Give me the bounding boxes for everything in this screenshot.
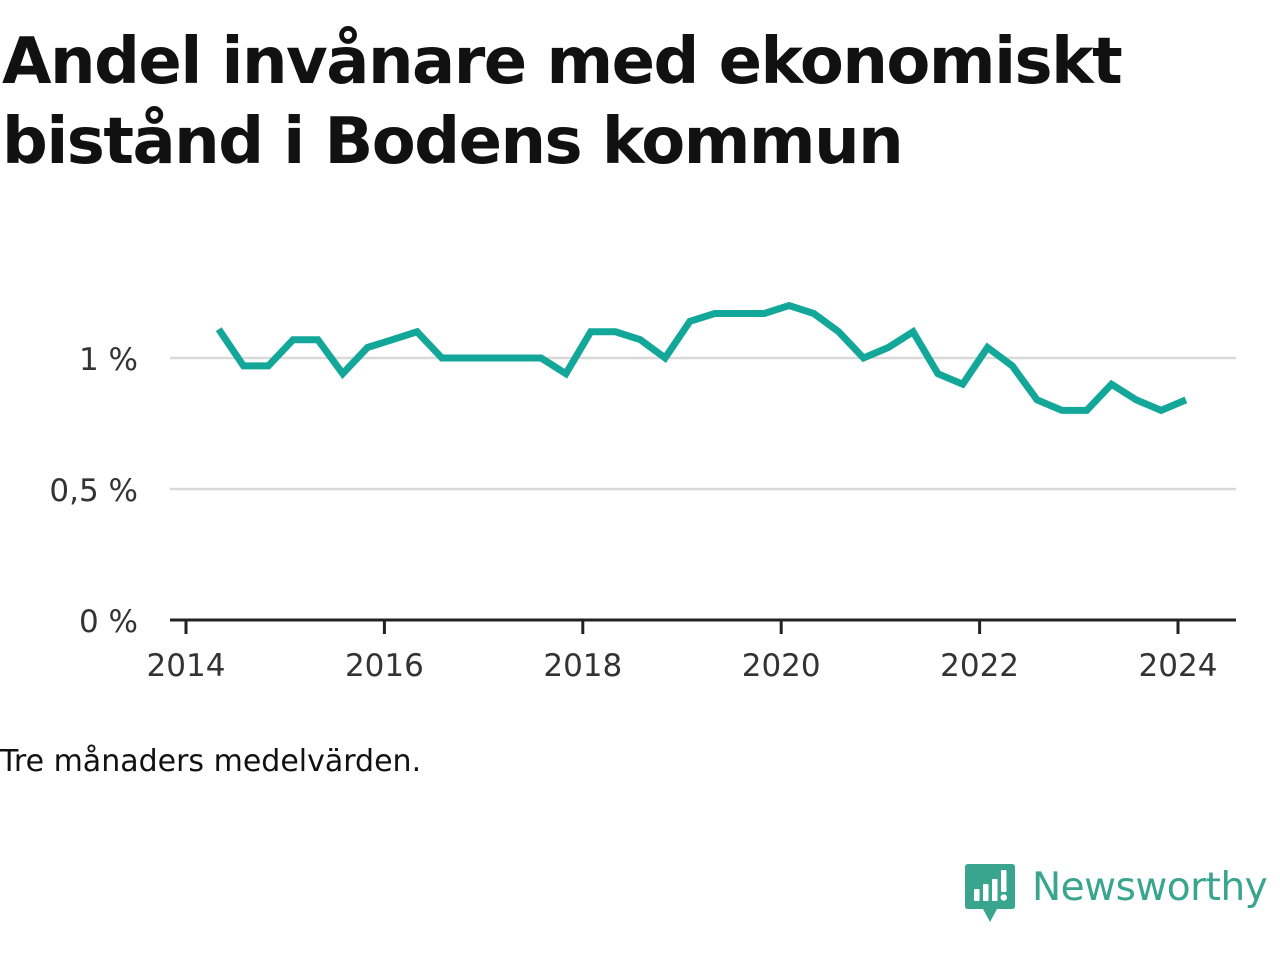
x-tick-label: 2022 — [940, 648, 1019, 684]
series-line — [215, 301, 1188, 415]
x-axis — [170, 618, 1236, 634]
x-tick-label: 2020 — [742, 648, 821, 684]
line-chart: 0 % 0,5 % 1 % 2014 2016 2018 2020 2022 2024 — [49, 301, 1236, 684]
x-tick-label: 2016 — [345, 648, 424, 684]
x-tick-label: 2024 — [1139, 648, 1218, 684]
gridlines — [170, 356, 1236, 491]
brand-name: Newsworthy — [1032, 865, 1268, 910]
x-tick-label: 2014 — [147, 648, 226, 684]
y-tick-label: 0 % — [79, 604, 138, 640]
x-tick-label: 2018 — [543, 648, 622, 684]
newsworthy-logo-icon — [965, 864, 1015, 922]
y-tick-label: 0,5 % — [49, 473, 138, 509]
x-axis-labels: 2014 2016 2018 2020 2022 2024 — [147, 648, 1218, 684]
y-axis-labels: 0 % 0,5 % 1 % — [49, 342, 138, 640]
y-tick-label: 1 % — [79, 342, 138, 378]
series-layer — [215, 301, 1188, 415]
chart-title: Andel invånare med ekonomiskt bistånd i … — [2, 25, 1123, 179]
newsworthy-logo: Newsworthy — [964, 862, 1268, 928]
footnote: Tre månaders medelvärden. — [0, 744, 422, 779]
